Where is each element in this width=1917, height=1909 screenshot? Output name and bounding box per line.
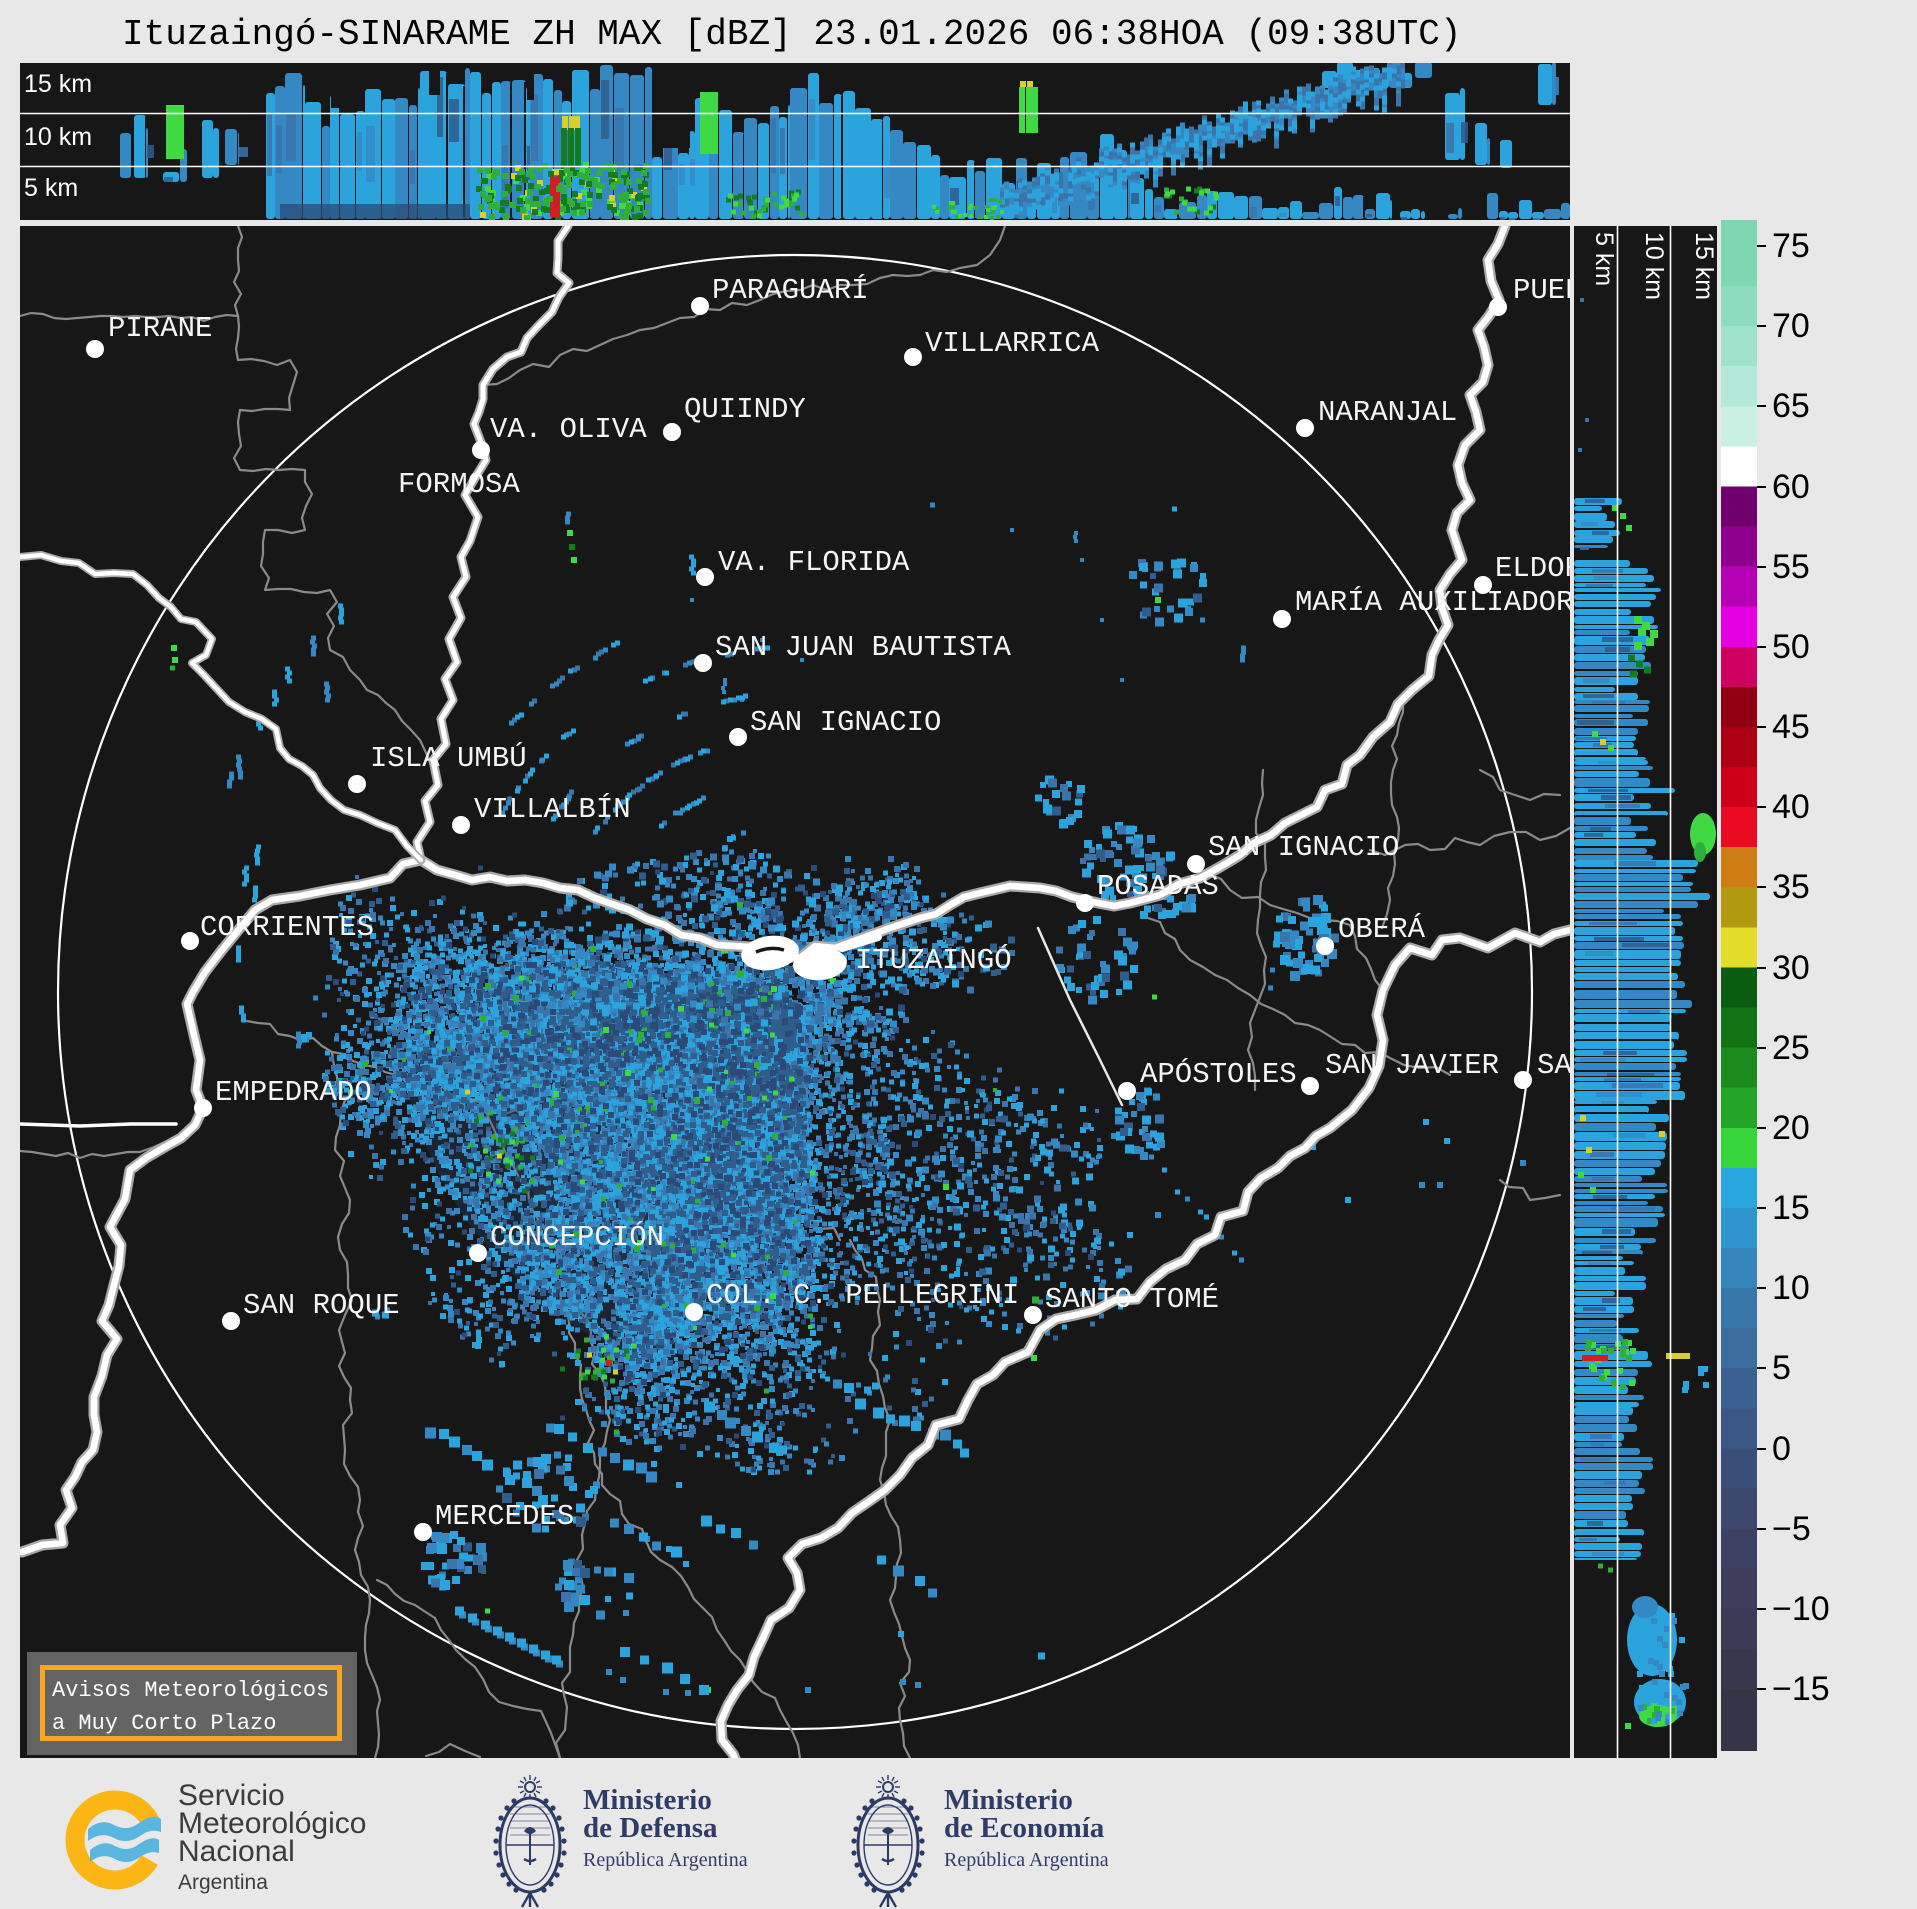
svg-text:COL. C. PELLEGRINI: COL. C. PELLEGRINI (706, 1279, 1019, 1312)
svg-text:MERCEDES: MERCEDES (435, 1500, 574, 1533)
svg-text:QUIINDY: QUIINDY (684, 393, 806, 426)
svg-text:VILLALBÍN: VILLALBÍN (474, 792, 631, 826)
svg-text:SAN VICENTE: SAN VICENTE (1537, 1049, 1570, 1082)
svg-text:VA. FLORIDA: VA. FLORIDA (718, 546, 910, 579)
svg-text:ISLA UMBÚ: ISLA UMBÚ (370, 741, 527, 775)
svg-text:PARAGUARÍ: PARAGUARÍ (712, 273, 869, 307)
svg-text:5 km: 5 km (24, 174, 78, 202)
svg-text:PUERTO RICO: PUERTO RICO (1513, 274, 1570, 307)
svg-text:VA. OLIVA: VA. OLIVA (490, 413, 647, 446)
svg-text:APÓSTOLES: APÓSTOLES (1140, 1057, 1297, 1091)
svg-text:SAN JAVIER: SAN JAVIER (1325, 1049, 1499, 1082)
svg-text:PIRANE: PIRANE (108, 312, 212, 345)
svg-text:SANTO TOMÉ: SANTO TOMÉ (1045, 1282, 1219, 1316)
svg-text:SAN JUAN BAUTISTA: SAN JUAN BAUTISTA (715, 631, 1011, 664)
svg-text:10 km: 10 km (24, 123, 92, 151)
svg-text:CORRIENTES: CORRIENTES (200, 911, 374, 944)
svg-text:SAN ROQUE: SAN ROQUE (243, 1289, 400, 1322)
svg-text:ELDORADO: ELDORADO (1495, 552, 1570, 585)
svg-text:15 km: 15 km (24, 70, 92, 98)
svg-text:VILLARRICA: VILLARRICA (925, 327, 1100, 360)
svg-text:SAN IGNACIO: SAN IGNACIO (750, 706, 941, 739)
svg-text:5 km: 5 km (1590, 232, 1618, 286)
svg-text:OBERÁ: OBERÁ (1338, 912, 1426, 946)
svg-text:MARÍA AUXILIADORA: MARÍA AUXILIADORA (1295, 585, 1570, 619)
svg-text:FORMOSA: FORMOSA (398, 468, 520, 501)
svg-text:SAN IGNACIO: SAN IGNACIO (1208, 831, 1399, 864)
svg-text:10 km: 10 km (1640, 232, 1668, 300)
svg-text:EMPEDRADO: EMPEDRADO (215, 1076, 372, 1109)
svg-text:ITUZAINGÓ: ITUZAINGÓ (855, 943, 1012, 977)
svg-text:NARANJAL: NARANJAL (1318, 396, 1457, 429)
svg-text:POSADAS: POSADAS (1097, 870, 1219, 903)
svg-text:15 km: 15 km (1690, 232, 1717, 300)
svg-text:CONCEPCIÓN: CONCEPCIÓN (490, 1220, 664, 1254)
